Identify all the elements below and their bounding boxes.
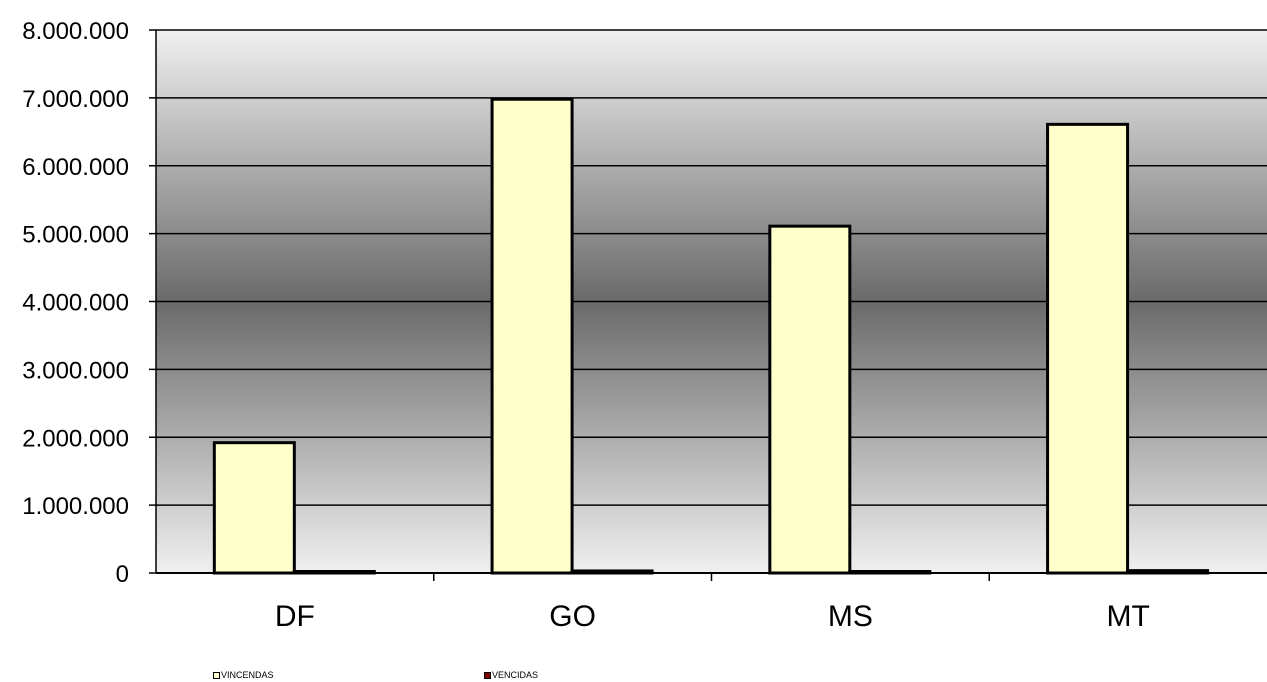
category-labels: DF GO MS MT bbox=[275, 600, 1150, 633]
bars bbox=[212, 97, 1210, 575]
y-axis-ticks: 0 1.000.000 2.000.000 3.000.000 4.000.000 5.0… bbox=[22, 18, 156, 588]
y-tick-label: 4.000.000 bbox=[22, 290, 129, 317]
x-tick-label: MT bbox=[1106, 600, 1149, 633]
x-tick-label: DF bbox=[275, 600, 315, 633]
y-tick-label: 8.000.000 bbox=[22, 18, 129, 45]
y-tick-label: 0 bbox=[116, 561, 129, 588]
bar-vincendas-mt bbox=[1046, 122, 1130, 575]
y-tick-label: 6.000.000 bbox=[22, 154, 129, 181]
y-tick-label: 7.000.000 bbox=[22, 86, 129, 113]
legend-swatch-vencidas bbox=[484, 671, 491, 679]
bar-vincendas-df bbox=[212, 441, 296, 575]
legend-item-vincendas: VINCENDAS bbox=[213, 670, 274, 680]
y-tick-label: 2.000.000 bbox=[22, 425, 129, 452]
y-tick-label: 3.000.000 bbox=[22, 357, 129, 384]
x-axis bbox=[155, 30, 1267, 581]
bar-vincendas-go bbox=[490, 97, 574, 575]
y-tick-label: 5.000.000 bbox=[22, 222, 129, 249]
legend-item-vencidas: VENCIDAS bbox=[484, 670, 538, 680]
bar-vincendas-ms bbox=[768, 224, 852, 575]
gridlines bbox=[156, 29, 1267, 506]
y-tick-label: 1.000.000 bbox=[22, 493, 129, 520]
legend-label-vincendas: VINCENDAS bbox=[221, 670, 274, 680]
legend-swatch-vincendas bbox=[213, 671, 220, 679]
x-tick-label: GO bbox=[549, 600, 596, 633]
x-tick-label: MS bbox=[828, 600, 873, 633]
legend-label-vencidas: VENCIDAS bbox=[492, 670, 539, 680]
